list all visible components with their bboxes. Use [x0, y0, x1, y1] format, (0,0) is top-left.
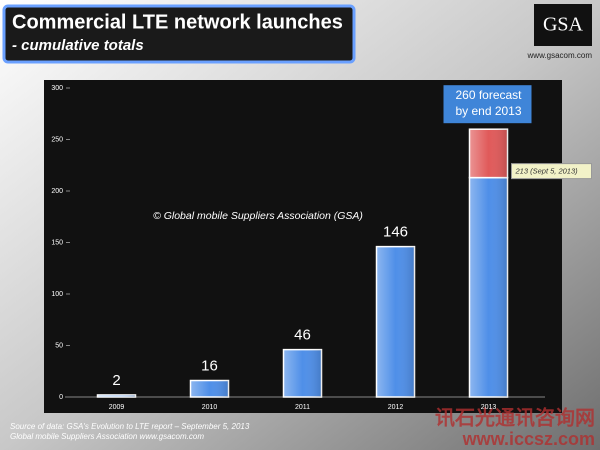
source-line: Global mobile Suppliers Association www.… — [10, 432, 204, 441]
copyright: © Global mobile Suppliers Association (G… — [153, 210, 363, 222]
y-tick-label: 100 — [51, 291, 63, 298]
value-label: 16 — [201, 357, 218, 374]
bar-shine — [376, 246, 415, 397]
source-line: Source of data: GSA's Evolution to LTE r… — [10, 422, 250, 431]
logo-box — [534, 4, 592, 46]
y-tick-label: 200 — [51, 188, 63, 195]
x-tick-label: 2011 — [295, 404, 310, 411]
bar-shine — [283, 349, 322, 397]
bar-shine — [190, 380, 229, 397]
value-label: 2 — [112, 372, 120, 389]
title-box — [2, 4, 356, 64]
y-tick-label: 300 — [51, 85, 63, 92]
y-tick-label: 0 — [59, 394, 63, 401]
bar-shine — [469, 129, 508, 178]
y-tick-label: 150 — [51, 239, 63, 246]
watermark: 讯石光通讯咨询网 — [435, 405, 595, 429]
logo: GSA — [543, 14, 584, 36]
website: www.gsacom.com — [527, 51, 593, 60]
value-label: 146 — [383, 224, 408, 241]
value-label-box — [511, 163, 592, 180]
bar-shine — [469, 177, 508, 397]
chart-subtitle: - cumulative totals — [12, 37, 144, 54]
chart-title: Commercial LTE network launches — [12, 11, 343, 33]
x-tick-label: 2009 — [109, 404, 125, 411]
x-tick-label: 2012 — [388, 404, 404, 411]
x-tick-label: 2013 — [481, 404, 497, 411]
annotation: 260 forecast by end 2013 — [455, 88, 522, 118]
bar-shine — [97, 394, 136, 397]
annotation-box — [443, 85, 532, 124]
value-label: 213 (Sept 5, 2013) — [515, 167, 579, 176]
y-tick-label: 50 — [55, 342, 63, 349]
y-tick-label: 250 — [51, 136, 63, 143]
watermark: www.iccsz.com — [462, 429, 595, 449]
x-tick-label: 2010 — [202, 404, 218, 411]
value-label: 46 — [294, 327, 311, 344]
